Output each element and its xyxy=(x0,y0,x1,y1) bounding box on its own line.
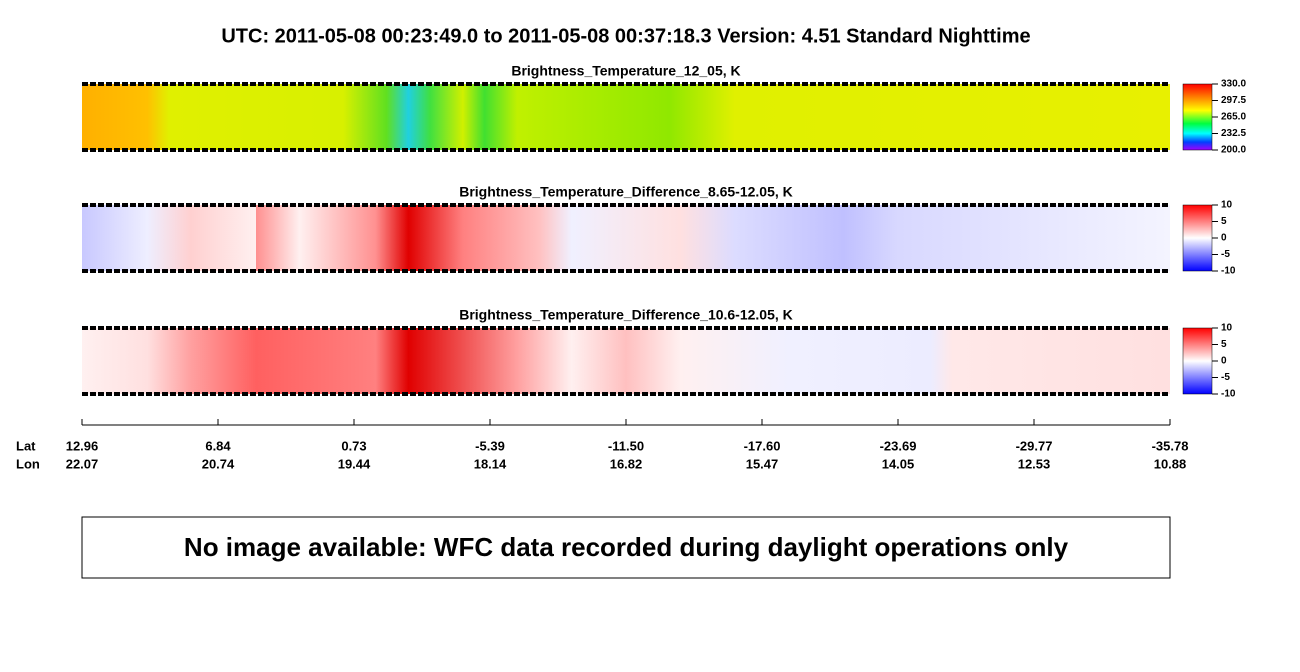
colorbar-label: 330.0 xyxy=(1221,79,1246,90)
colorbar-label: 0 xyxy=(1221,356,1227,367)
image-strip xyxy=(82,205,1170,271)
colorbar-label: -5 xyxy=(1221,372,1230,383)
message: No image available: WFC data recorded du… xyxy=(184,532,1069,562)
lon-value: 14.05 xyxy=(882,456,915,471)
lon-value: 12.53 xyxy=(1018,456,1051,471)
colorbar xyxy=(1182,83,1213,151)
lat-value: 12.96 xyxy=(66,438,99,453)
image-strip xyxy=(82,84,1170,150)
colorbar-label: 5 xyxy=(1221,216,1227,227)
lon-value: 15.47 xyxy=(746,456,779,471)
lat-value: -23.69 xyxy=(880,438,917,453)
colorbar-label: 10 xyxy=(1221,323,1233,334)
lon-value: 22.07 xyxy=(66,456,99,471)
colorbar-label: 200.0 xyxy=(1221,145,1246,156)
lon-value: 20.74 xyxy=(202,456,235,471)
image-strip xyxy=(82,328,1170,394)
lat-value: -29.77 xyxy=(1016,438,1053,453)
panel-title: Brightness_Temperature_Difference_10.6-1… xyxy=(459,307,793,323)
lat-value: -11.50 xyxy=(608,438,644,453)
panel-title: Brightness_Temperature_Difference_8.65-1… xyxy=(459,184,793,200)
title: UTC: 2011-05-08 00:23:49.0 to 2011-05-08… xyxy=(221,25,1030,47)
lon-value: 16.82 xyxy=(610,456,643,471)
lon-label: Lon xyxy=(16,456,40,471)
colorbar-label: 232.5 xyxy=(1221,128,1246,139)
colorbar-label: -5 xyxy=(1221,249,1230,260)
lon-value: 19.44 xyxy=(338,456,371,471)
colorbar-label: -10 xyxy=(1221,389,1236,400)
panel-title: Brightness_Temperature_12_05, K xyxy=(511,63,740,79)
lon-value: 10.88 xyxy=(1154,456,1187,471)
colorbar-label: 297.5 xyxy=(1221,95,1246,106)
colorbar xyxy=(1182,204,1213,272)
message-box xyxy=(81,516,1171,579)
lat-value: 6.84 xyxy=(205,438,231,453)
colorbar-label: 265.0 xyxy=(1221,112,1246,123)
lon-value: 18.14 xyxy=(474,456,507,471)
colorbar-label: 10 xyxy=(1221,200,1233,211)
colorbar-label: 0 xyxy=(1221,233,1227,244)
colorbar xyxy=(1182,327,1213,395)
lat-value: -35.78 xyxy=(1152,438,1189,453)
lat-value: -17.60 xyxy=(744,438,781,453)
colorbar-label: 5 xyxy=(1221,339,1227,350)
lat-value: 0.73 xyxy=(341,438,366,453)
lat-value: -5.39 xyxy=(475,438,505,453)
colorbar-label: -10 xyxy=(1221,266,1236,277)
lat-label: Lat xyxy=(16,438,36,453)
